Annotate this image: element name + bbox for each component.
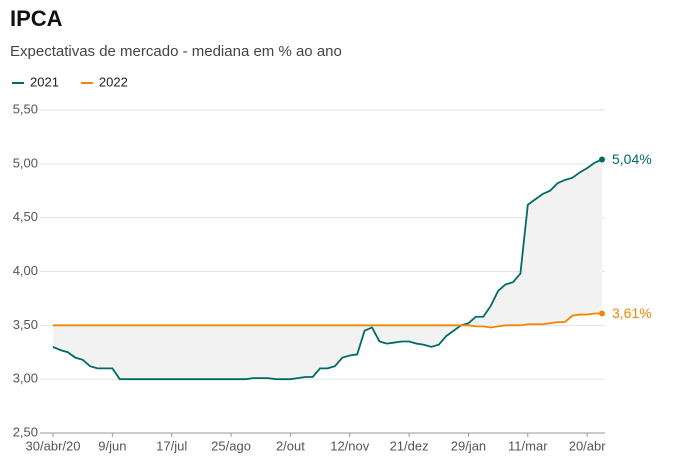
- y-tick-label: 5,50: [13, 101, 38, 116]
- end-point: [599, 310, 605, 317]
- x-tick-label: 11/mar: [508, 438, 548, 453]
- series-line: [53, 312, 602, 329]
- chart-subtitle: Expectativas de mercado - mediana em % a…: [10, 43, 342, 60]
- legend-label: 2022: [99, 74, 128, 89]
- x-tick-label: 30/abr/20: [26, 438, 81, 453]
- x-tick-label: 2/out: [276, 438, 305, 453]
- area-between: [53, 159, 602, 380]
- legend-label: 2021: [30, 74, 59, 89]
- x-tick-label: 20/abr: [569, 438, 607, 453]
- x-tick-label: 25/ago: [211, 438, 251, 453]
- value-label: 3,61%: [612, 305, 652, 321]
- x-tick-label: 12/nov: [330, 438, 370, 453]
- end-point: [599, 156, 605, 163]
- value-label: 5,04%: [612, 151, 652, 167]
- series-line: [52, 158, 603, 381]
- x-tick-label: 9/jun: [98, 438, 126, 453]
- y-tick-label: 5,00: [13, 155, 38, 170]
- x-tick-label: 21/dez: [390, 438, 429, 453]
- y-tick-label: 4,00: [13, 263, 38, 278]
- x-tick-label: 17/jul: [156, 438, 187, 453]
- y-tick-label: 4,50: [13, 209, 38, 224]
- y-tick-label: 3,00: [13, 371, 38, 386]
- y-tick-label: 3,50: [13, 317, 38, 332]
- y-tick-label: 2,50: [13, 424, 38, 439]
- chart-title: IPCA: [10, 6, 63, 31]
- x-tick-label: 29/jan: [451, 438, 486, 453]
